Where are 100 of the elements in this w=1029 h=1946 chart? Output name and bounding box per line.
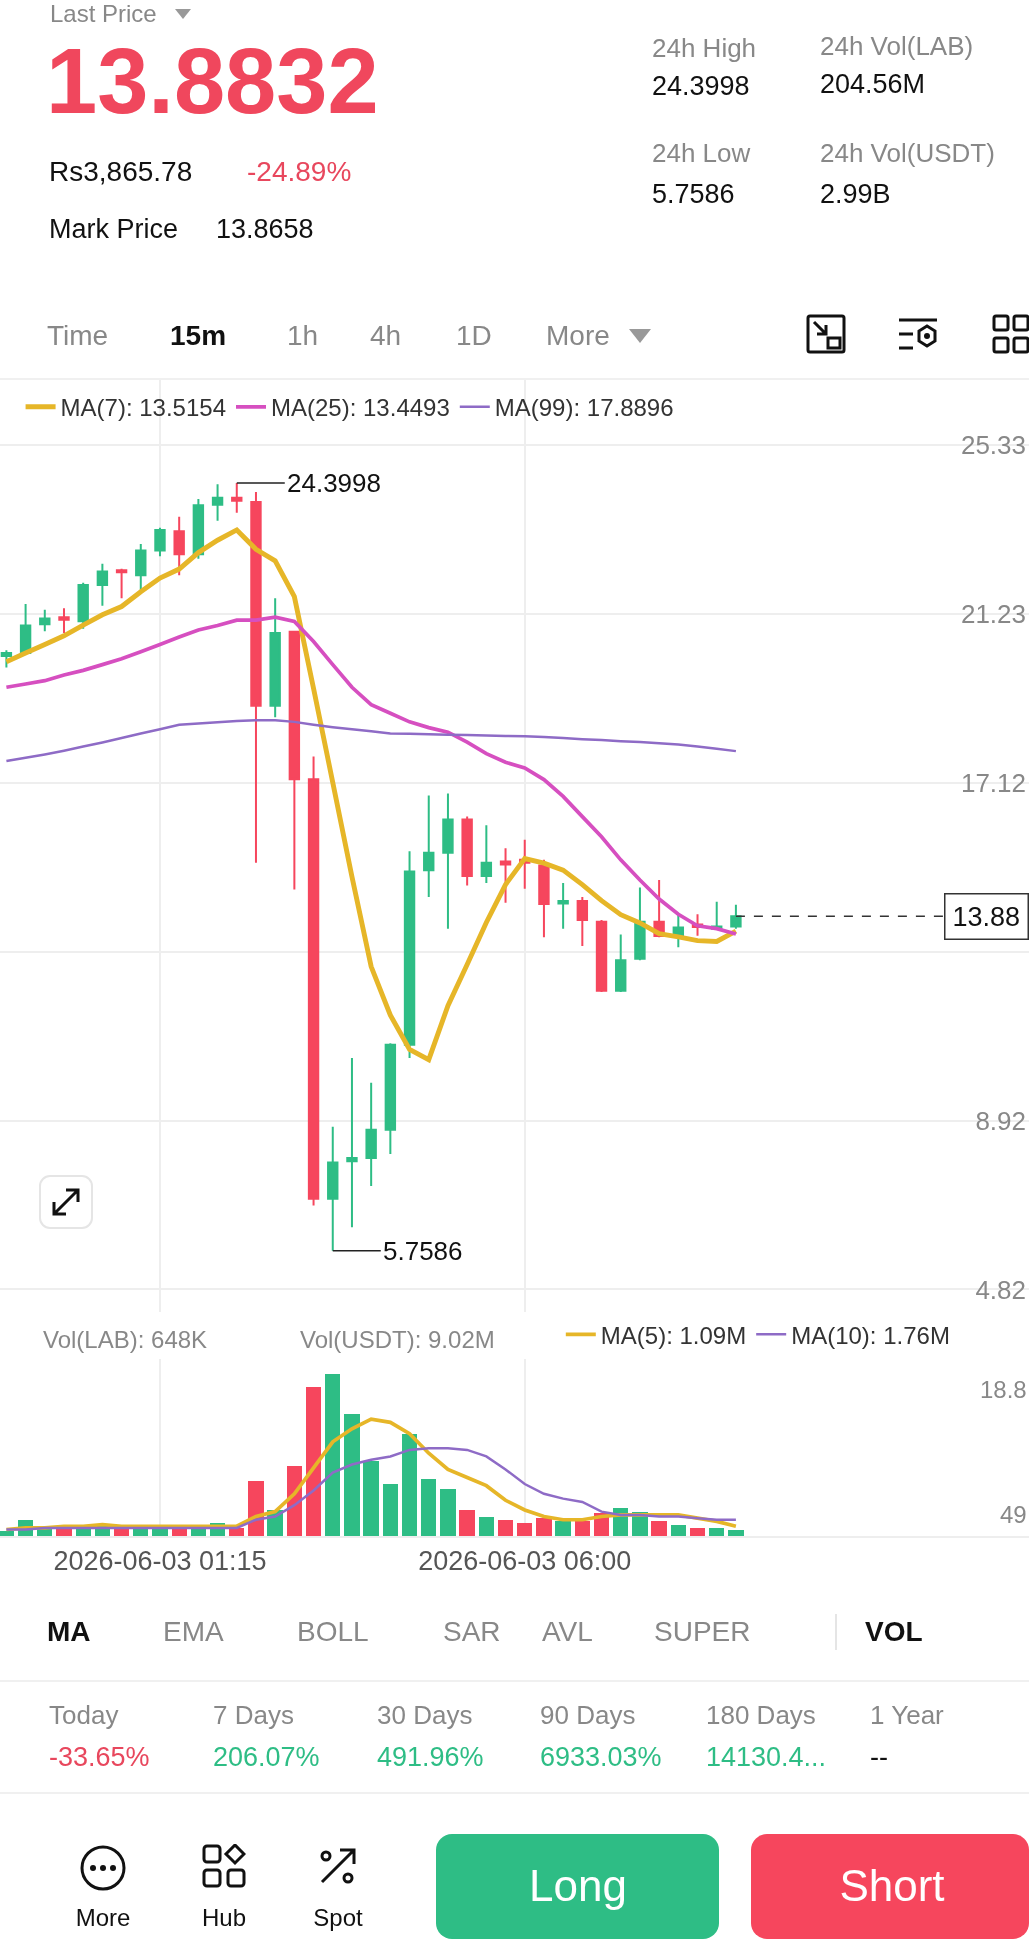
text: 7 Days — [213, 1700, 294, 1731]
candlestick — [557, 881, 569, 930]
bar — [421, 1479, 437, 1536]
text: 5.7586 — [652, 179, 735, 211]
candlestick — [96, 562, 109, 607]
text: 15m — [170, 319, 227, 353]
text: 491.96% — [377, 1742, 484, 1774]
candlestick — [384, 1042, 397, 1155]
legend-label: MA(99): 17.8896 — [494, 394, 674, 422]
text: Vol(LAB): 648K — [43, 1326, 208, 1353]
text: Spot — [313, 1904, 363, 1932]
candlestick — [58, 607, 70, 634]
text: 6933.03% — [540, 1742, 662, 1774]
text: 2.99B — [820, 179, 891, 211]
text: Mark Price — [49, 214, 179, 246]
candlestick — [327, 1125, 339, 1252]
text: SAR — [443, 1615, 501, 1649]
text: Time — [47, 319, 109, 353]
candlestick — [461, 815, 473, 887]
text: 24h Low — [652, 138, 751, 169]
candlestick — [173, 515, 185, 577]
text: 13.8658 — [216, 214, 314, 246]
text: 204.56M — [820, 69, 926, 101]
candlestick — [365, 1081, 377, 1188]
bar — [440, 1488, 456, 1536]
y-tick-label: 4.82 — [975, 1274, 1026, 1305]
text: More — [75, 1904, 131, 1932]
annotation: 5.7586 — [383, 1236, 463, 1266]
text: SUPER — [654, 1615, 751, 1649]
y-tick-label: 8.92 — [975, 1105, 1026, 1136]
text: 1D — [456, 319, 492, 353]
bar — [536, 1518, 552, 1536]
legend-label: MA(25): 13.4493 — [271, 394, 450, 422]
candlestick — [135, 542, 147, 592]
candlestick — [423, 794, 435, 898]
text: Today — [49, 1700, 119, 1731]
line-series — [3, 527, 739, 1063]
candlestick — [307, 755, 320, 1207]
candlestick — [288, 630, 301, 891]
candlestick — [576, 895, 589, 947]
bar — [651, 1521, 667, 1536]
text: 24h Vol(USDT) — [820, 138, 995, 169]
text: -33.65% — [49, 1742, 150, 1774]
candlestick — [442, 792, 454, 930]
candlestick — [403, 850, 416, 1059]
ref-line-label: 13.88 — [952, 901, 1021, 932]
bar — [728, 1529, 744, 1536]
candlestick — [634, 886, 646, 962]
text: 24h Vol(LAB) — [820, 31, 974, 62]
bar — [382, 1484, 399, 1536]
legend-label: MA(5): 1.09M — [600, 1321, 747, 1349]
candlestick — [19, 603, 32, 655]
text: VOL — [865, 1615, 923, 1649]
text: More — [546, 319, 610, 353]
text: 13.8832 — [46, 29, 379, 135]
y-tick-label: 25.33 — [960, 429, 1026, 460]
candlestick — [615, 933, 627, 994]
text: Vol(USDT): 9.02M — [300, 1326, 495, 1353]
candlestick — [39, 608, 51, 633]
candlestick — [730, 903, 742, 930]
text: 4h — [370, 319, 402, 353]
y-tick-label: 17.12 — [960, 767, 1026, 798]
bar — [497, 1519, 514, 1536]
legend-label: MA(10): 1.76M — [791, 1321, 950, 1349]
text: 1 Year — [870, 1700, 944, 1731]
text: 30 Days — [377, 1700, 473, 1731]
x-tick-label: 2026-06-03 06:00 — [418, 1546, 632, 1577]
candlestick — [595, 918, 608, 994]
bar — [305, 1386, 322, 1536]
bar — [670, 1524, 686, 1536]
text: -- — [870, 1742, 888, 1774]
candlestick — [77, 581, 89, 630]
x-tick-label: 2026-06-03 01:15 — [53, 1546, 267, 1577]
text: MA — [47, 1615, 91, 1649]
candlestick — [0, 649, 13, 669]
bar — [517, 1523, 533, 1536]
bar — [574, 1521, 591, 1536]
candlestick — [115, 569, 128, 600]
candlestick — [499, 847, 512, 904]
bar — [709, 1527, 725, 1536]
text: 24.3998 — [652, 71, 750, 103]
text: Rs3,865.78 — [49, 155, 193, 189]
candlestick — [480, 824, 493, 884]
text: BOLL — [297, 1615, 369, 1649]
text: 180 Days — [706, 1700, 816, 1731]
bar — [363, 1461, 379, 1536]
legend-label: MA(7): 13.5154 — [60, 394, 226, 422]
text: -24.89% — [247, 155, 352, 189]
candlestick — [250, 491, 262, 864]
candlestick — [154, 526, 166, 558]
bar — [0, 1531, 15, 1536]
annotation: 18.8 — [980, 1376, 1027, 1403]
annotation: 49 — [1000, 1501, 1027, 1528]
bar — [459, 1510, 475, 1536]
line-series — [5, 718, 738, 763]
text: AVL — [542, 1615, 593, 1649]
text: 1h — [287, 319, 319, 353]
candlestick — [231, 481, 243, 514]
text: EMA — [163, 1615, 224, 1649]
candlestick — [211, 483, 224, 522]
